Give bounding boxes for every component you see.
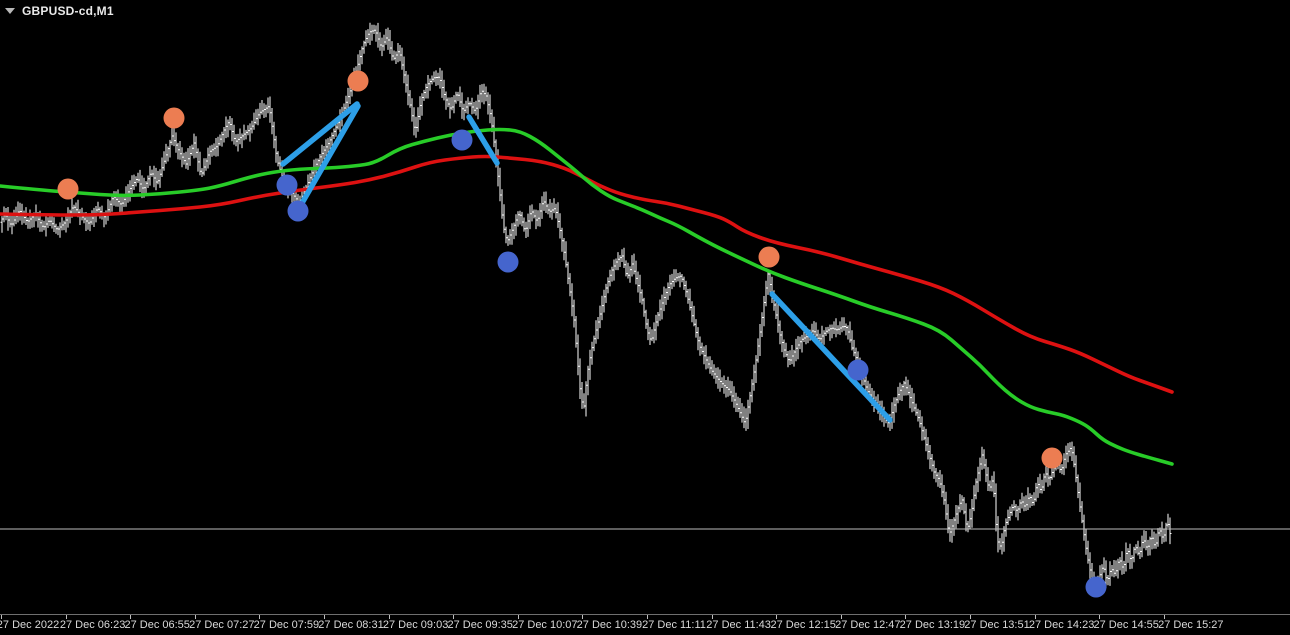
time-axis-label: 27 Dec 06:23 <box>59 619 126 631</box>
time-axis-label: 27 Dec 12:15 <box>770 619 836 631</box>
trendline[interactable] <box>280 101 360 167</box>
signal-markers <box>57 70 1107 598</box>
sell-signal-marker[interactable] <box>347 70 369 92</box>
time-axis-label: 27 Dec 15:27 <box>1158 619 1224 631</box>
time-axis-tick <box>1 615 2 619</box>
time-axis-tick <box>324 615 325 619</box>
time-axis-tick <box>582 615 584 619</box>
time-axis-tick <box>130 615 132 619</box>
time-axis[interactable]: 27 Dec 2022 27 Dec 06:23 27 Dec 06:55 27 De… <box>0 614 1290 635</box>
time-axis-tick <box>388 615 390 619</box>
symbol-text: GBPUSD-cd,M1 <box>22 4 114 18</box>
buy-signal-marker[interactable] <box>847 359 869 381</box>
sell-signal-marker[interactable] <box>1041 447 1063 469</box>
sell-signal-marker[interactable] <box>758 246 780 268</box>
sell-signal-marker[interactable] <box>163 107 185 129</box>
time-axis-tick <box>970 615 971 619</box>
time-axis-label: 27 Dec 11:43 <box>706 619 771 631</box>
time-axis-label: 27 Dec 14:23 <box>1028 619 1095 631</box>
time-axis-label: 27 Dec 08:31 <box>318 619 384 631</box>
time-axis-label: 27 Dec 06:55 <box>124 619 190 631</box>
buy-signal-marker[interactable] <box>276 174 298 196</box>
price-chart-canvas[interactable] <box>0 0 1290 614</box>
time-axis-tick <box>776 615 778 619</box>
time-axis-label: 27 Dec 11:11 <box>642 619 706 631</box>
time-axis-tick <box>647 615 648 619</box>
time-axis-tick <box>1099 615 1101 619</box>
time-axis-label: 27 Dec 07:27 <box>189 619 255 631</box>
time-axis-tick <box>1163 615 1165 619</box>
time-axis-label: 27 Dec 2022 <box>0 619 60 631</box>
buy-signal-marker[interactable] <box>1085 576 1107 598</box>
buy-signal-marker[interactable] <box>287 200 309 222</box>
candle-bars <box>0 22 1172 596</box>
time-axis-tick <box>840 615 842 619</box>
time-axis-label: 27 Dec 13:19 <box>899 619 966 631</box>
trendline[interactable] <box>769 291 893 423</box>
time-axis-label: 27 Dec 10:07 <box>512 619 578 631</box>
ma-fast-green-line[interactable] <box>0 127 1174 466</box>
time-axis-label: 27 Dec 09:35 <box>447 619 513 631</box>
symbol-label: GBPUSD-cd,M1 <box>5 4 114 18</box>
trendline[interactable] <box>299 103 361 206</box>
sell-signal-marker[interactable] <box>57 178 79 200</box>
buy-signal-marker[interactable] <box>451 129 473 151</box>
time-axis-tick <box>905 615 907 619</box>
time-axis-tick <box>517 615 519 619</box>
buy-signal-marker[interactable] <box>497 251 519 273</box>
time-axis-label: 27 Dec 12:47 <box>835 619 901 631</box>
time-axis-label: 27 Dec 13:51 <box>964 619 1030 631</box>
time-axis-tick <box>453 615 455 619</box>
chevron-down-icon[interactable] <box>5 8 15 14</box>
time-axis-tick <box>711 615 713 619</box>
time-axis-label: 27 Dec 07:59 <box>253 619 320 631</box>
time-axis-tick <box>65 615 67 619</box>
trendlines <box>280 101 893 423</box>
trendline[interactable] <box>466 114 500 166</box>
time-axis-tick <box>1034 615 1036 619</box>
time-axis-tick <box>194 615 196 619</box>
time-axis-label: 27 Dec 09:03 <box>382 619 449 631</box>
time-axis-tick <box>259 615 261 619</box>
time-axis-label: 27 Dec 14:55 <box>1093 619 1159 631</box>
time-axis-label: 27 Dec 10:39 <box>576 619 643 631</box>
